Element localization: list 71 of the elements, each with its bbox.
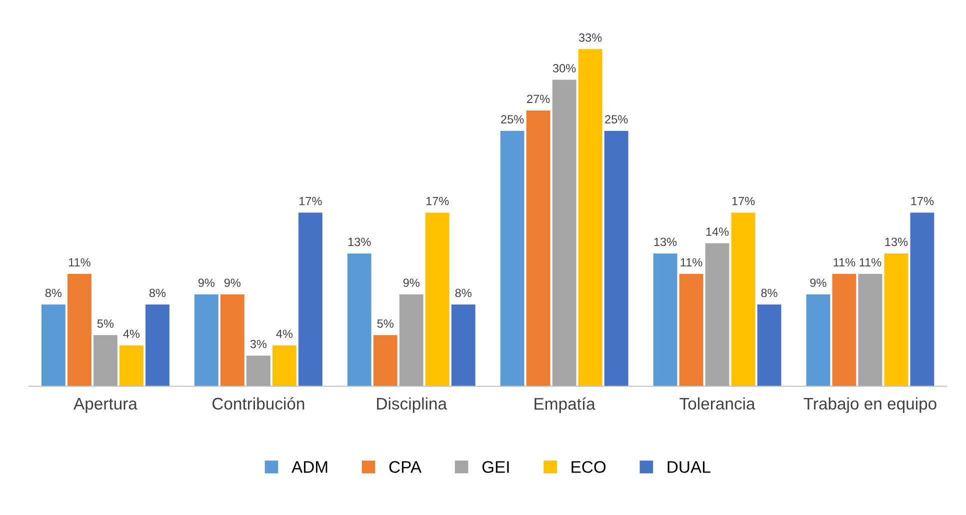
data-label: 25% <box>605 115 628 124</box>
data-label: 8% <box>45 288 62 298</box>
data-label: 9% <box>224 278 241 287</box>
legend-label: CPA <box>389 461 422 473</box>
legend-label: GEI <box>482 461 509 473</box>
data-label: 9% <box>198 278 215 287</box>
x-tick-label: Trabajo en equipo <box>804 397 936 413</box>
data-label: 13% <box>654 238 677 246</box>
data-label: 17% <box>426 196 449 206</box>
data-label: 8% <box>455 288 472 298</box>
x-tick-label: Contribución <box>212 397 304 410</box>
data-label: 27% <box>527 94 550 104</box>
bar <box>41 304 66 386</box>
bar <box>705 243 730 386</box>
bar <box>578 49 602 386</box>
bar <box>757 304 782 386</box>
data-label: 4% <box>123 330 140 338</box>
bar <box>119 345 144 386</box>
bar <box>347 253 372 386</box>
bar <box>679 274 704 386</box>
legend-label: ECO <box>572 461 606 473</box>
bar <box>500 130 524 386</box>
bar <box>832 274 856 386</box>
bar <box>194 294 218 386</box>
data-label: 13% <box>885 238 908 246</box>
bar <box>246 356 270 386</box>
data-label: 11% <box>834 258 856 266</box>
data-label: 11% <box>860 258 882 266</box>
bar <box>93 335 118 386</box>
bar <box>67 274 92 386</box>
data-label: 9% <box>810 278 826 287</box>
x-tick-label: Tolerancia <box>680 397 756 410</box>
data-label: 5% <box>97 319 114 328</box>
legend-label: ADM <box>292 461 328 473</box>
bar <box>806 294 830 386</box>
x-tick-label: Disciplina <box>377 397 448 413</box>
bar <box>272 345 296 386</box>
bar <box>552 80 576 386</box>
data-label: 17% <box>911 196 934 206</box>
data-label: 11% <box>680 258 702 266</box>
data-label: 5% <box>377 319 394 328</box>
bar <box>425 212 450 386</box>
bar <box>884 253 908 386</box>
data-label: 3% <box>250 340 267 348</box>
data-label: 9% <box>403 278 420 287</box>
bar <box>220 294 244 386</box>
bar <box>604 130 628 386</box>
data-label: 17% <box>732 196 755 206</box>
data-label: 13% <box>348 238 371 246</box>
bar <box>145 304 170 386</box>
bar <box>653 253 678 386</box>
bar <box>910 212 934 386</box>
bar <box>526 110 550 386</box>
bar <box>298 212 322 386</box>
x-tick-label: Empatía <box>534 397 596 414</box>
data-label: 4% <box>276 330 293 338</box>
data-label: 8% <box>149 288 166 298</box>
bar <box>731 212 756 386</box>
bar <box>451 304 476 386</box>
bar <box>399 294 424 386</box>
x-tick-label: Apertura <box>74 398 138 413</box>
bar <box>858 274 882 386</box>
data-label: 33% <box>578 33 602 42</box>
data-label: 8% <box>761 288 778 298</box>
bar <box>373 335 398 386</box>
legend-label: DUAL <box>668 461 710 473</box>
data-label: 11% <box>68 258 90 266</box>
data-label: 30% <box>552 64 576 72</box>
data-label: 14% <box>706 228 729 236</box>
data-label: 25% <box>501 115 524 124</box>
data-label: 17% <box>299 196 322 206</box>
